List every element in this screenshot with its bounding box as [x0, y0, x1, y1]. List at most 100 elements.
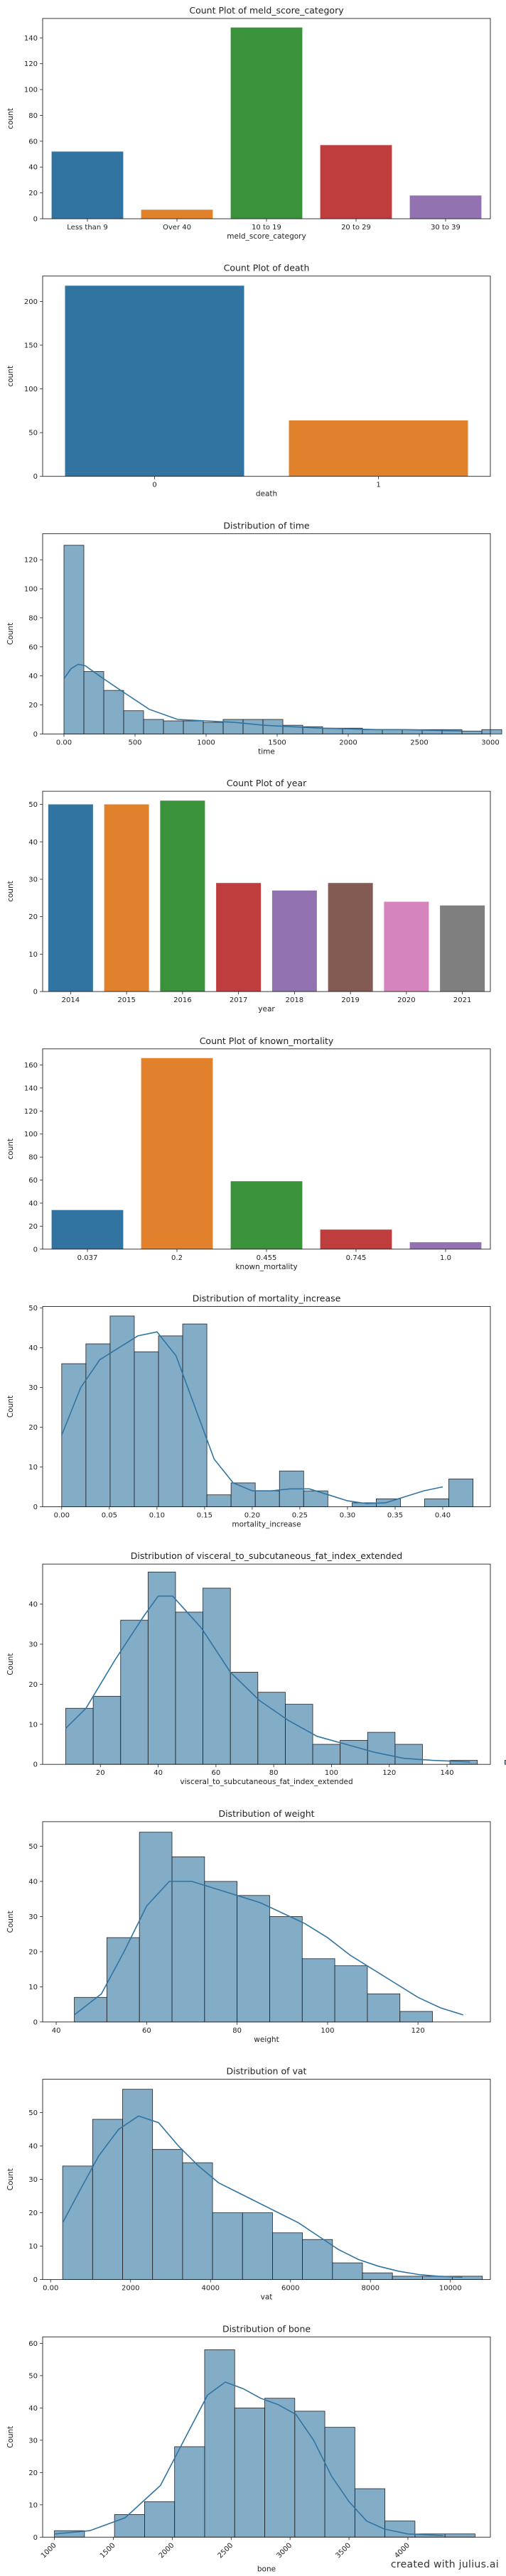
histogram-bar — [448, 1478, 474, 1507]
x-axis-label: known_mortality — [235, 1263, 297, 1271]
x-tick-label: 0.2 — [171, 1254, 183, 1262]
y-axis-label: Count — [6, 1396, 15, 1418]
x-tick-label: 3000 — [481, 739, 499, 746]
y-tick-label: 10 — [28, 1984, 38, 1991]
x-tick-label: 100 — [321, 2027, 334, 2035]
y-tick-label: 50 — [28, 1843, 38, 1851]
y-tick-label: 160 — [24, 1062, 38, 1070]
chart-1: Count Plot of meld_score_category Less th… — [6, 5, 491, 241]
histogram-bar — [302, 2239, 333, 2280]
y-axis-label: count — [6, 881, 15, 902]
chart-6: Distribution of mortality_increase 0.00 0.… — [6, 1293, 491, 1529]
y-tick-label: 10 — [28, 951, 38, 959]
y-tick-label: 30 — [28, 1641, 38, 1649]
y-tick-label: 140 — [24, 35, 38, 43]
x-tick-label: 100 — [325, 1769, 338, 1777]
histogram-bar — [424, 1498, 449, 1507]
histogram-bar — [144, 2501, 176, 2538]
y-tick-label: 20 — [28, 913, 38, 921]
x-tick-label: 0.10 — [149, 1512, 165, 1520]
chart-title: Distribution of time — [223, 520, 309, 531]
x-tick-label: 2000 — [122, 2285, 139, 2293]
y-tick-label: 40 — [28, 2405, 38, 2413]
bar — [289, 420, 468, 477]
histogram-bar — [301, 1958, 335, 2023]
histogram-bar — [106, 1937, 140, 2023]
x-tick-label: 0.05 — [102, 1512, 117, 1520]
bar — [48, 804, 93, 992]
y-tick-label: 20 — [28, 1424, 38, 1432]
kde-line — [62, 2115, 463, 2278]
bar — [409, 195, 482, 219]
y-tick-label: 0 — [33, 1761, 38, 1769]
x-tick-label: 40 — [52, 2027, 61, 2035]
histogram-bar — [461, 730, 483, 734]
y-tick-label: 100 — [24, 1131, 38, 1138]
bar — [65, 286, 244, 477]
y-axis-label: count — [6, 366, 15, 387]
y-tick-label: 120 — [24, 557, 38, 565]
x-axis-label: weight — [254, 2036, 279, 2044]
x-tick-label: 2500 — [410, 739, 428, 746]
y-tick-label: 40 — [28, 2143, 38, 2151]
x-axis-label: death — [256, 490, 277, 499]
x-tick-label: 1000 — [197, 739, 215, 746]
x-tick-label: 0.00 — [54, 1512, 70, 1520]
y-tick-label: 0 — [33, 216, 38, 224]
x-tick-label: 0 — [152, 482, 156, 489]
histogram-bar — [61, 1363, 87, 1507]
y-tick-label: 60 — [28, 2340, 38, 2348]
y-tick-label: 40 — [28, 164, 38, 172]
x-tick-label: 1 — [376, 482, 380, 489]
x-tick-label: 8000 — [362, 2285, 380, 2293]
x-tick-label: 4000 — [202, 2285, 220, 2293]
kde-line — [74, 1881, 464, 2016]
y-tick-label: 30 — [28, 1913, 38, 1921]
axes-frame — [42, 276, 491, 477]
histogram-bar — [242, 719, 264, 734]
histogram-bar — [362, 2272, 393, 2280]
histogram-bar — [109, 1315, 135, 1507]
y-tick-label: 0 — [33, 1504, 38, 1511]
y-tick-label: 40 — [28, 1200, 38, 1207]
y-tick-label: 0 — [33, 2018, 38, 2026]
histogram-bar — [234, 2407, 265, 2538]
x-tick-label: 0.00 — [56, 739, 72, 746]
histogram-bar — [285, 1704, 313, 1765]
y-tick-label: 30 — [28, 2437, 38, 2445]
histogram-bar — [203, 722, 224, 734]
x-tick-label: 2020 — [397, 996, 415, 1004]
x-tick-label: 120 — [382, 1769, 396, 1777]
x-tick-label: 1.0 — [440, 1254, 451, 1262]
bar — [160, 800, 205, 992]
bar — [216, 883, 262, 992]
bar — [230, 1181, 303, 1249]
y-tick-label: 20 — [28, 190, 38, 197]
y-tick-label: 50 — [28, 1305, 38, 1313]
y-tick-label: 20 — [28, 1223, 38, 1231]
histogram-bar — [114, 2514, 145, 2538]
histogram-bar — [123, 710, 144, 734]
x-tick-label: 20 to 29 — [341, 224, 371, 232]
bar — [51, 151, 124, 219]
x-tick-label: 80 — [269, 1769, 279, 1777]
chart-title: Count Plot of year — [227, 778, 307, 788]
histogram-bar — [367, 1993, 401, 2023]
chart-title: Count Plot of known_mortality — [200, 1036, 334, 1046]
x-tick-label: 0.037 — [77, 1254, 98, 1262]
y-tick-label: 100 — [24, 386, 38, 393]
x-axis-label: mortality_increase — [232, 1521, 301, 1529]
y-tick-label: 10 — [28, 1464, 38, 1472]
histogram-bar — [203, 1587, 231, 1765]
chart-10: Distribution of bone 1000 1500 2000 2500 3000… — [6, 2323, 491, 2573]
kde-line — [63, 663, 463, 732]
y-axis-label: Count — [6, 2168, 15, 2190]
x-tick-label: Less than 9 — [67, 224, 107, 232]
axes-frame — [42, 18, 491, 219]
y-tick-label: 20 — [28, 1948, 38, 1956]
histogram-bar — [92, 1695, 122, 1765]
bar — [141, 210, 213, 219]
x-tick-label: 1000 — [40, 2542, 58, 2560]
y-tick-label: 200 — [24, 298, 38, 306]
